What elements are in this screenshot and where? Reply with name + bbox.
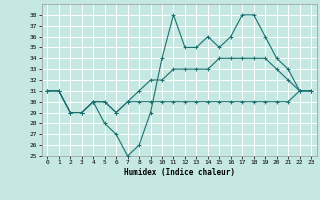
X-axis label: Humidex (Indice chaleur): Humidex (Indice chaleur) bbox=[124, 168, 235, 177]
